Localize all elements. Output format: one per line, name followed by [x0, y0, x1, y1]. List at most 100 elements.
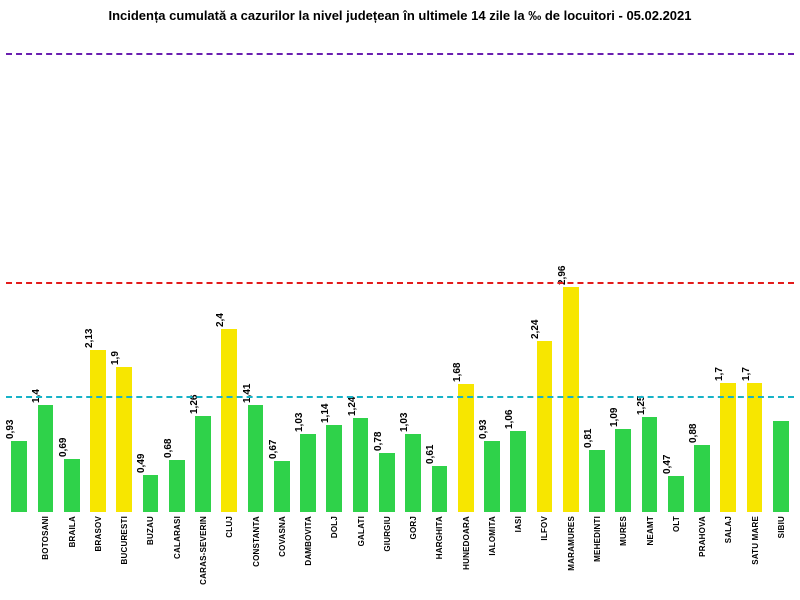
- bar-value-label: 1,41: [242, 383, 253, 402]
- bar-column: 0,68: [164, 40, 190, 512]
- bar-value-label: 1,68: [452, 363, 463, 382]
- x-axis-label: SIBIU: [777, 516, 786, 538]
- bar: 1,4: [38, 405, 54, 512]
- bar-column: 0,47: [663, 40, 689, 512]
- bar-value-label: 0,68: [163, 439, 174, 458]
- x-axis-label: CONSTANTA: [252, 516, 261, 567]
- bar-value-label: 2,4: [215, 313, 226, 327]
- x-axis-label: MEHEDINTI: [593, 516, 602, 562]
- x-axis-label: GALATI: [357, 516, 366, 546]
- bar: 1,7: [747, 383, 763, 512]
- bar-column: 1,68: [453, 40, 479, 512]
- plot-area: 0,931,40,692,131,90,490,681,262,41,410,6…: [0, 40, 800, 600]
- x-label-column: MARAMURES: [558, 512, 584, 600]
- bar-value-label: 1,06: [504, 410, 515, 429]
- x-axis-labels: BOTOSANIBRAILABRASOVBUCURESTIBUZAUCALARA…: [6, 512, 794, 600]
- x-axis-label: BRASOV: [94, 516, 103, 551]
- bar-column: 1,09: [610, 40, 636, 512]
- bar-column: 2,24: [531, 40, 557, 512]
- bar-value-label: 2,24: [530, 320, 541, 339]
- x-label-column: SATU MARE: [741, 512, 767, 600]
- bar-column: 0,81: [584, 40, 610, 512]
- x-label-column: ILFOV: [531, 512, 557, 600]
- x-axis-label: DAMBOVITA: [304, 516, 313, 566]
- x-label-column: CONSTANTA: [242, 512, 268, 600]
- bar-column: 0,93: [479, 40, 505, 512]
- threshold-line: [6, 282, 794, 284]
- bar-column: 0,61: [426, 40, 452, 512]
- bar: 1,03: [405, 434, 421, 512]
- bar-column: 0,67: [269, 40, 295, 512]
- bar: 1,03: [300, 434, 316, 512]
- bar: 0,61: [432, 466, 448, 512]
- bar-value-label: 1,25: [636, 395, 647, 414]
- bar: 0,49: [143, 475, 159, 512]
- bar: 1,9: [116, 367, 132, 512]
- bar-value-label: 1,7: [741, 367, 752, 381]
- x-axis-label: COVASNA: [278, 516, 287, 557]
- bar-value-label: 0,81: [583, 429, 594, 448]
- bar-column: 0,78: [374, 40, 400, 512]
- bar-column: 1,26: [190, 40, 216, 512]
- x-axis-label: SALAJ: [724, 516, 733, 543]
- bar-column: 2,4: [216, 40, 242, 512]
- bar-column: 0,69: [59, 40, 85, 512]
- bar-column: 0,49: [137, 40, 163, 512]
- bar-value-label: 0,49: [136, 453, 147, 472]
- bar-value-label: 1,03: [294, 412, 305, 431]
- x-axis-label: NEAMT: [646, 516, 655, 545]
- x-label-column: HUNEDOARA: [453, 512, 479, 600]
- x-label-column: DOLJ: [321, 512, 347, 600]
- bar: 0,47: [668, 476, 684, 512]
- x-axis-label: CARAS-SEVERIN: [199, 516, 208, 585]
- bar-value-label: 1,9: [110, 351, 121, 365]
- bars-area: 0,931,40,692,131,90,490,681,262,41,410,6…: [6, 40, 794, 512]
- x-axis-label: MARAMURES: [567, 516, 576, 571]
- bar-column: 0,93: [6, 40, 32, 512]
- bar: 0,78: [379, 453, 395, 512]
- x-label-column: CLUJ: [216, 512, 242, 600]
- bar: 1,68: [458, 384, 474, 512]
- x-label-column: BUZAU: [137, 512, 163, 600]
- bar: 1,14: [326, 425, 342, 512]
- bar-value-label: 1,7: [714, 367, 725, 381]
- bar-value-label: 0,93: [5, 420, 16, 439]
- bar: 0,68: [169, 460, 185, 512]
- x-label-column: GIURGIU: [374, 512, 400, 600]
- bar-column: [768, 40, 794, 512]
- x-axis-label: IALOMITA: [488, 516, 497, 556]
- bar-column: 1,14: [321, 40, 347, 512]
- bar-value-label: 0,78: [373, 431, 384, 450]
- bar-column: 2,96: [558, 40, 584, 512]
- bars-container: 0,931,40,692,131,90,490,681,262,41,410,6…: [6, 40, 794, 512]
- bar: 2,4: [221, 329, 237, 512]
- chart-title: Incidența cumulată a cazurilor la nivel …: [0, 8, 800, 23]
- x-label-column: HARGHITA: [426, 512, 452, 600]
- bar-value-label: 0,47: [662, 455, 673, 474]
- x-axis-label: BOTOSANI: [41, 516, 50, 560]
- bar-value-label: 0,67: [268, 440, 279, 459]
- bar: 1,26: [195, 416, 211, 512]
- bar: 1,7: [720, 383, 736, 512]
- bar: 0,88: [694, 445, 710, 512]
- bar-column: 2,13: [85, 40, 111, 512]
- x-axis-label: DOLJ: [330, 516, 339, 538]
- bar: 1,06: [510, 431, 526, 512]
- x-label-column: DAMBOVITA: [295, 512, 321, 600]
- incidence-bar-chart: Incidența cumulată a cazurilor la nivel …: [0, 0, 800, 600]
- bar-column: 1,06: [505, 40, 531, 512]
- bar: 1,09: [615, 429, 631, 512]
- bar-column: 1,25: [636, 40, 662, 512]
- x-label-column: BRAILA: [59, 512, 85, 600]
- bar-column: 1,24: [347, 40, 373, 512]
- x-label-column: BOTOSANI: [32, 512, 58, 600]
- bar-column: 1,03: [295, 40, 321, 512]
- bar: 2,96: [563, 287, 579, 512]
- x-axis-label: PRAHOVA: [698, 516, 707, 557]
- x-label-column: GORJ: [400, 512, 426, 600]
- x-label-column: SIBIU: [768, 512, 794, 600]
- x-label-column: IASI: [505, 512, 531, 600]
- x-axis-label: BUCURESTI: [120, 516, 129, 564]
- x-axis-label: OLT: [672, 516, 681, 532]
- bar: 1,24: [353, 418, 369, 512]
